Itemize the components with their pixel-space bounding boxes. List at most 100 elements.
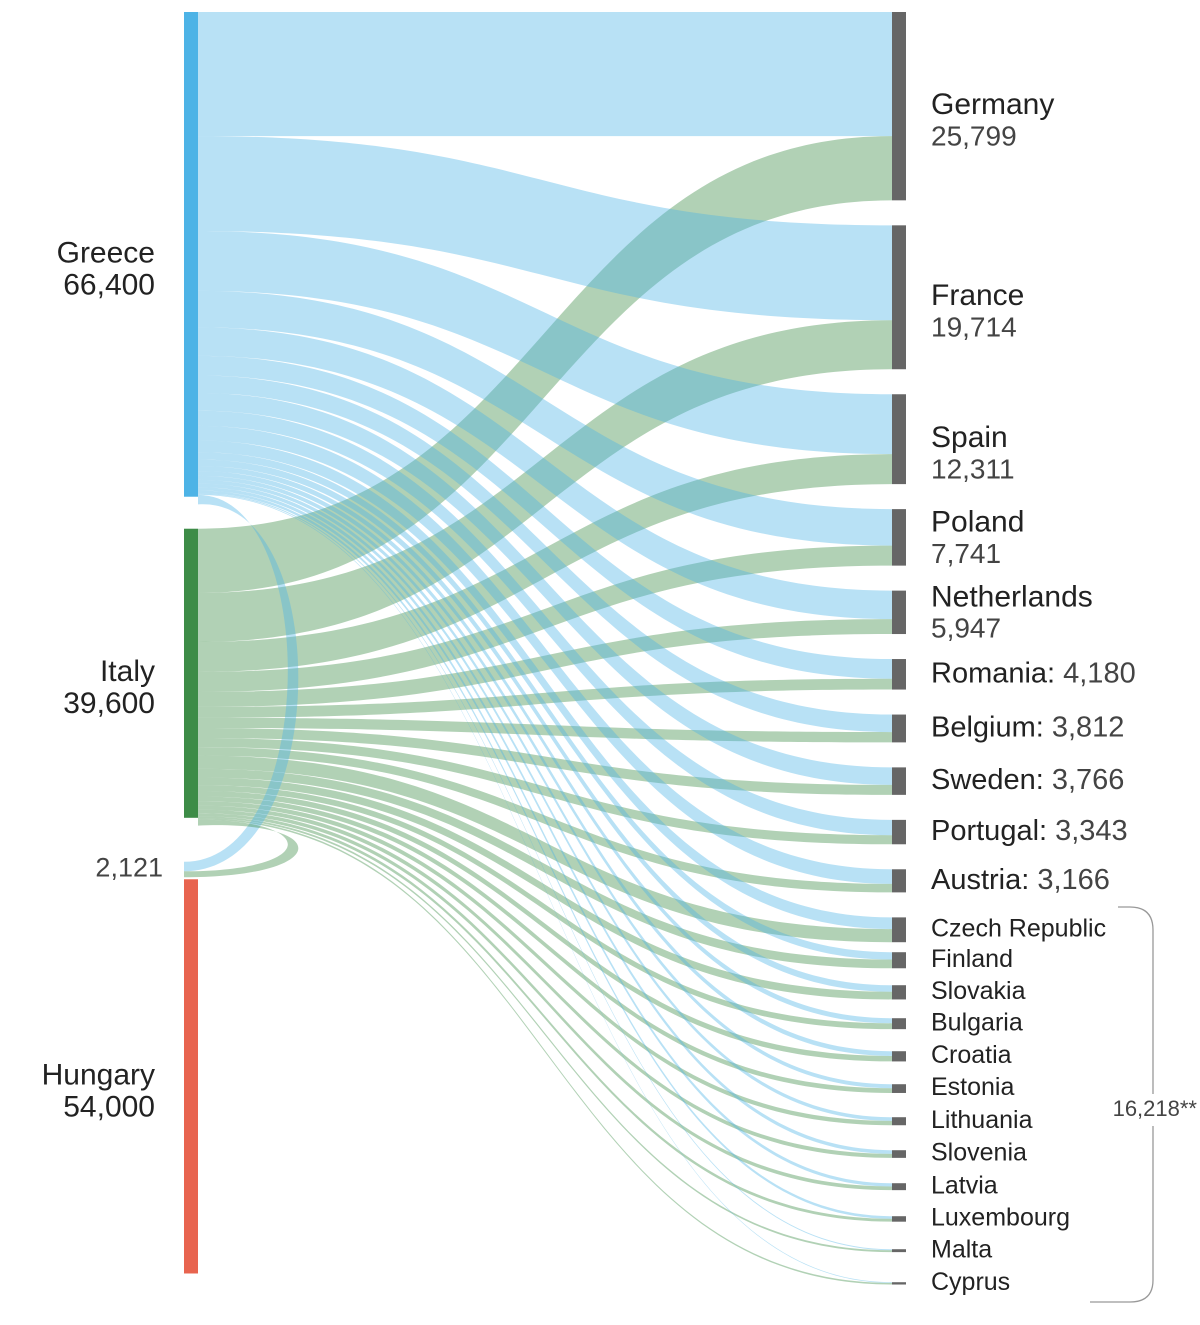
target-bar [892,1117,906,1126]
target-bar [892,952,906,969]
target-bar [892,1084,906,1093]
flow [198,809,892,1191]
target-label: Austria: 3,166 [931,863,1110,895]
flow [198,327,892,620]
target-bar [892,1282,906,1285]
target-name: Cyprus [931,1268,1010,1296]
target-name: Portugal: [931,815,1047,847]
target-name: Belgium: [931,711,1044,743]
target-bar [892,1018,906,1030]
flow [198,440,892,930]
flow [198,494,892,1283]
flow [198,801,892,1126]
target-name: Croatia [931,1041,1012,1069]
target-value: 19,714 [931,312,1017,343]
source-value: 54,000 [63,1090,155,1123]
flow [198,490,892,1219]
target-name: Romania: [931,657,1055,689]
flow [198,459,892,992]
flow [198,454,892,672]
loop-value: 2,121 [95,853,163,883]
flow [198,738,892,845]
target-label: Romania: 4,180 [931,657,1136,689]
target-bar [892,869,906,893]
bracket-label-background [1096,1094,1200,1126]
target-label: Belgium: 3,812 [931,711,1124,743]
target-value: 3,766 [1052,764,1125,796]
target-name: Czech Republic [931,914,1106,942]
target-bar [892,394,906,485]
target-name: Austria: [931,863,1029,895]
flow [198,619,892,707]
target-name: Bulgaria [931,1008,1023,1036]
target-bar [892,1216,906,1222]
flow [198,425,892,884]
bracket-label: 16,218** [1113,1096,1198,1121]
target-value: 3,812 [1052,711,1125,743]
target-name: Luxembourg [931,1204,1070,1232]
source-name: Greece [57,236,155,269]
target-value: 4,180 [1063,657,1136,689]
target-label: Sweden: 3,766 [931,764,1124,796]
target-bar [892,917,906,943]
nodes [184,12,906,1285]
source-bar [184,12,198,497]
flow [198,452,892,960]
flow [198,136,892,321]
flow [198,678,892,718]
flow [198,375,892,733]
target-name: Netherlands [931,580,1093,613]
target-name: Finland [931,945,1013,973]
flow [198,466,892,1024]
flow [198,12,892,137]
target-value: 5,947 [931,613,1001,644]
flow [198,290,892,546]
flow [198,487,892,1187]
source-name: Hungary [42,1058,155,1091]
target-value: 12,311 [931,454,1015,485]
links [184,12,892,1285]
flow [198,818,892,1285]
target-bar [892,1150,906,1158]
flow [198,355,892,679]
source-bar [184,879,198,1274]
target-name: France [931,279,1024,312]
target-name: Estonia [931,1073,1014,1101]
flow [198,545,892,692]
flow [198,479,892,1121]
flow [198,717,892,743]
target-name: Latvia [931,1171,998,1199]
flow [198,483,892,1154]
target-name: Spain [931,421,1008,454]
source-value: 66,400 [63,268,155,301]
flow [198,791,892,1062]
target-name: Malta [931,1235,992,1263]
target-bar [892,819,906,845]
target-name: Sweden: [931,764,1044,796]
flow [198,475,892,1089]
target-bar [892,12,906,201]
flow [198,471,892,1056]
flow [198,796,892,1093]
flow [198,785,892,1030]
target-bar [892,767,906,795]
flow [198,410,892,836]
source-name: Italy [100,655,155,688]
target-bar [892,659,906,690]
flow [198,231,892,455]
flow [198,320,892,642]
target-value: 3,166 [1037,863,1110,895]
target-value: 7,741 [931,538,1001,569]
target-bar [892,1183,906,1191]
target-bar [892,509,906,566]
flow [198,493,892,1251]
source-bar [184,528,198,818]
source-value: 39,600 [63,687,155,720]
target-label: Portugal: 3,343 [931,815,1128,847]
target-bar [892,714,906,743]
flow [198,136,892,593]
target-value: 3,343 [1055,815,1128,847]
